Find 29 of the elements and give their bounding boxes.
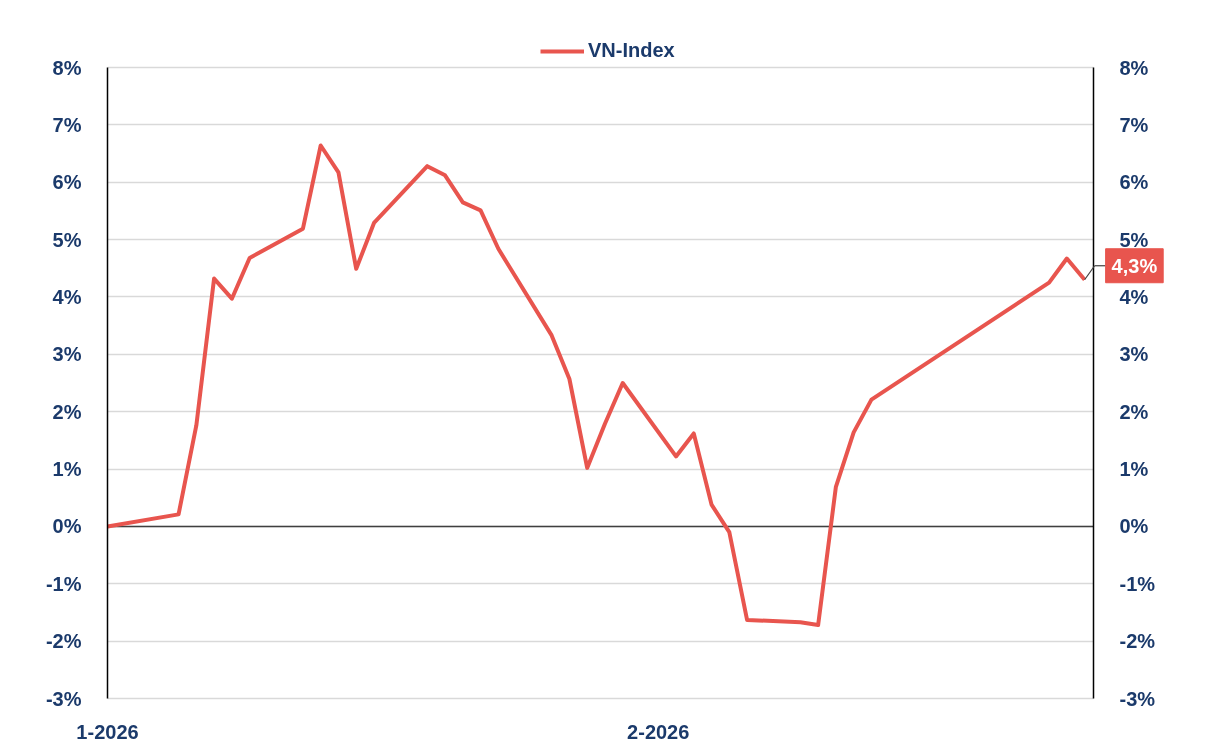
legend-label: VN-Index <box>588 39 675 62</box>
y-tick-label: 1% <box>52 458 82 481</box>
y2-tick-label: -1% <box>1119 572 1156 595</box>
y2-tick-label: 8% <box>1119 56 1149 79</box>
y2-tick-label: 3% <box>1119 343 1149 366</box>
y-tick-label: 0% <box>52 515 82 538</box>
y-tick-label: 6% <box>52 171 82 194</box>
y-tick-label: 3% <box>52 343 82 366</box>
y2-tick-label: -2% <box>1119 630 1156 653</box>
y2-tick-label: 7% <box>1119 113 1149 136</box>
y2-tick-label: 1% <box>1119 458 1149 481</box>
y2-tick-label: 6% <box>1119 171 1149 194</box>
y-tick-label: 7% <box>52 113 82 136</box>
y2-tick-label: 0% <box>1119 515 1149 538</box>
y-tick-label: 4% <box>52 285 82 308</box>
y2-tick-label: 5% <box>1119 228 1149 251</box>
y-tick-label: 2% <box>52 400 82 423</box>
y2-tick-label: -3% <box>1119 687 1156 710</box>
y2-tick-label: 2% <box>1119 400 1149 423</box>
y-tick-label: -3% <box>45 687 82 710</box>
y-tick-label: 8% <box>52 56 82 79</box>
x-tick-label: 1-2026 <box>76 720 139 743</box>
y-tick-label: -1% <box>45 572 82 595</box>
y-tick-label: -2% <box>45 630 82 653</box>
y-tick-label: 5% <box>52 228 82 251</box>
line-series <box>107 143 1087 628</box>
annotation: 4,3% <box>1111 254 1158 277</box>
x-tick-label: 2-2026 <box>627 720 690 743</box>
y2-tick-label: 4% <box>1119 285 1149 308</box>
